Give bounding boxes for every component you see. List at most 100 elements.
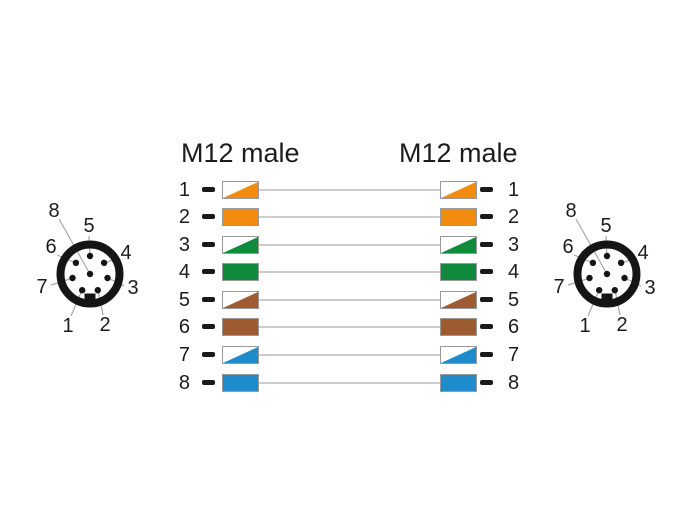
wire-terminal-dash-right bbox=[480, 324, 493, 329]
wire-terminal-dash-right bbox=[480, 214, 493, 219]
pin-dots bbox=[69, 252, 111, 294]
pin-label-5: 5 bbox=[600, 215, 611, 237]
pin-dot-6 bbox=[589, 259, 597, 266]
wire-stripe-triangle bbox=[441, 292, 476, 308]
wire-color-swatch-right bbox=[440, 263, 477, 281]
pin-dot-1 bbox=[596, 287, 603, 294]
wire-stripe-triangle bbox=[223, 182, 258, 198]
wire-pin-number-left: 3 bbox=[178, 234, 190, 256]
wire-color-swatch-left bbox=[222, 263, 259, 281]
wire-row: 3 3 bbox=[0, 234, 700, 256]
wire-pin-number-left: 5 bbox=[178, 289, 190, 311]
wire-pin-number-right: 6 bbox=[508, 316, 520, 338]
pin-label-8: 8 bbox=[48, 200, 59, 222]
wire-color-swatch-right bbox=[440, 181, 477, 199]
cable-line bbox=[259, 326, 440, 328]
wire-row: 2 2 bbox=[0, 206, 700, 228]
wire-terminal-dash-left bbox=[202, 297, 215, 302]
wire-stripe-triangle bbox=[223, 347, 258, 363]
pin-label-1: 1 bbox=[62, 315, 73, 337]
pin-dot-8 bbox=[603, 270, 611, 278]
wire-color-swatch-right bbox=[440, 346, 477, 364]
connector-ring bbox=[56, 240, 124, 308]
pin-label-7: 7 bbox=[553, 276, 564, 298]
wire-color-swatch-left bbox=[222, 291, 259, 309]
wire-terminal-dash-right bbox=[480, 297, 493, 302]
pin-dot-2 bbox=[94, 287, 102, 294]
wire-row: 5 5 bbox=[0, 289, 700, 311]
cable-line bbox=[259, 216, 440, 218]
wire-color-swatch-right bbox=[440, 374, 477, 392]
wire-pin-number-left: 4 bbox=[178, 261, 190, 283]
pin-label-1: 1 bbox=[579, 315, 590, 337]
wire-color-swatch-left bbox=[222, 208, 259, 226]
pin-label-6: 6 bbox=[562, 236, 573, 258]
wire-row: 8 8 bbox=[0, 372, 700, 394]
cable-line bbox=[259, 271, 440, 273]
wire-pin-number-left: 2 bbox=[178, 206, 190, 228]
pin-label-6: 6 bbox=[45, 236, 56, 258]
wire-row: 1 1 bbox=[0, 179, 700, 201]
wire-terminal-dash-left bbox=[202, 187, 215, 192]
pin-dot-6 bbox=[72, 259, 80, 266]
connector-ring bbox=[573, 240, 641, 308]
wire-pin-number-right: 4 bbox=[508, 261, 520, 283]
pin-dot-4 bbox=[617, 259, 625, 266]
m12-connector-face-left: 8 5 6 4 7 3 1 2 bbox=[36, 200, 138, 337]
wire-stripe-triangle bbox=[223, 237, 258, 253]
wire-row: 7 7 bbox=[0, 344, 700, 366]
wire-terminal-dash-right bbox=[480, 380, 493, 385]
pin-label-5: 5 bbox=[83, 215, 94, 237]
pin-dot-5 bbox=[86, 252, 94, 260]
pin-dot-3 bbox=[621, 274, 628, 282]
wire-pin-number-left: 8 bbox=[178, 372, 190, 394]
wire-color-swatch-right bbox=[440, 291, 477, 309]
pin-dot-8 bbox=[86, 270, 94, 278]
pin-label-4: 4 bbox=[637, 242, 648, 264]
pin-dots bbox=[586, 252, 628, 294]
wire-pin-number-right: 8 bbox=[508, 372, 520, 394]
wire-row: 6 6 bbox=[0, 316, 700, 338]
wire-color-swatch-right bbox=[440, 208, 477, 226]
wire-pin-number-left: 7 bbox=[178, 344, 190, 366]
wire-terminal-dash-right bbox=[480, 352, 493, 357]
pin-dot-4 bbox=[100, 259, 108, 266]
connector-header-right: M12 male bbox=[399, 138, 518, 168]
wire-terminal-dash-left bbox=[202, 324, 215, 329]
pin-labels: 8 5 6 4 7 3 1 2 bbox=[553, 200, 655, 337]
wire-terminal-dash-right bbox=[480, 269, 493, 274]
pin-label-2: 2 bbox=[616, 314, 627, 336]
m12-connector-face-right: 8 5 6 4 7 3 1 2 bbox=[553, 200, 655, 337]
pin-label-3: 3 bbox=[644, 277, 655, 299]
wire-color-swatch-left bbox=[222, 346, 259, 364]
connector-keying-tab bbox=[84, 293, 96, 300]
pin-dot-3 bbox=[104, 274, 111, 282]
pin-label-8: 8 bbox=[565, 200, 576, 222]
pin-dot-7 bbox=[69, 274, 76, 282]
cable-line bbox=[259, 299, 440, 301]
cable-line bbox=[259, 382, 440, 384]
pin-dot-1 bbox=[79, 287, 86, 294]
wire-terminal-dash-right bbox=[480, 187, 493, 192]
wire-terminal-dash-right bbox=[480, 242, 493, 247]
wire-color-swatch-right bbox=[440, 236, 477, 254]
wire-color-swatch-right bbox=[440, 318, 477, 336]
wire-terminal-dash-left bbox=[202, 269, 215, 274]
cable-line bbox=[259, 244, 440, 246]
wire-pin-number-right: 3 bbox=[508, 234, 520, 256]
wire-pin-number-left: 6 bbox=[178, 316, 190, 338]
wire-pin-number-right: 7 bbox=[508, 344, 520, 366]
pin-label-2: 2 bbox=[99, 314, 110, 336]
wire-pin-number-left: 1 bbox=[178, 179, 190, 201]
wire-terminal-dash-left bbox=[202, 214, 215, 219]
wire-stripe-triangle bbox=[441, 182, 476, 198]
pin-dot-2 bbox=[611, 287, 618, 294]
wire-color-swatch-left bbox=[222, 318, 259, 336]
pin-labels: 8 5 6 4 7 3 1 2 bbox=[36, 200, 138, 337]
wire-pin-number-right: 2 bbox=[508, 206, 520, 228]
wire-terminal-dash-left bbox=[202, 352, 215, 357]
wire-terminal-dash-left bbox=[202, 380, 215, 385]
wire-stripe-triangle bbox=[441, 237, 476, 253]
wire-color-swatch-left bbox=[222, 236, 259, 254]
